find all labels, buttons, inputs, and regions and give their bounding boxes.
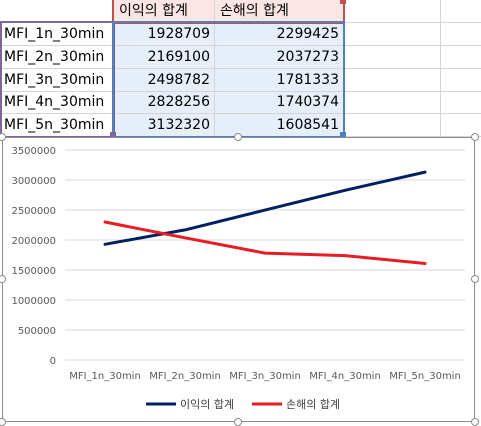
header-cell-profit[interactable]: 이익의 합계: [114, 0, 214, 22]
chart-resize-handle[interactable]: [0, 275, 6, 283]
row-divider: [0, 113, 481, 114]
y-tick-label: 3000000: [11, 176, 56, 187]
row-label-cell[interactable]: MFI_5n_30min: [0, 114, 113, 136]
y-tick-label: 1500000: [11, 266, 56, 277]
chart-resize-handle[interactable]: [471, 275, 479, 283]
profit-value-cell[interactable]: 2828256: [114, 92, 214, 113]
x-tick-label: MFI_2n_30min: [149, 371, 221, 382]
column-divider: [214, 0, 215, 140]
row-divider: [0, 45, 481, 46]
column-divider: [343, 0, 344, 140]
loss-value-cell[interactable]: 2299425: [215, 23, 343, 45]
legend-label[interactable]: 손해의 합계: [286, 397, 340, 411]
data-point: [264, 209, 266, 211]
row-label-cell[interactable]: MFI_2n_30min: [0, 46, 113, 68]
legend-label[interactable]: 이익의 합계: [180, 398, 234, 411]
profit-value-cell[interactable]: 3132320: [114, 114, 214, 136]
data-point: [344, 189, 346, 191]
x-tick-label: MFI_3n_30min: [229, 371, 301, 382]
row-divider: [0, 91, 481, 92]
data-point: [264, 252, 266, 254]
row-label-cell[interactable]: MFI_3n_30min: [0, 69, 113, 91]
y-tick-label: 1000000: [11, 296, 56, 307]
profit-value-cell[interactable]: 2498782: [114, 69, 214, 91]
chart-resize-handle[interactable]: [234, 133, 242, 141]
series-line-1[interactable]: [103, 170, 427, 246]
data-point: [104, 243, 106, 245]
x-tick-label: MFI_5n_30min: [389, 371, 461, 382]
data-point: [424, 171, 426, 173]
chart-plot-svg: 0 500000 1000000 1500000 2000000 2500000 30000…: [11, 146, 465, 411]
data-point: [184, 229, 186, 231]
loss-value-cell[interactable]: 1781333: [215, 69, 343, 91]
line-chart[interactable]: 0 500000 1000000 1500000 2000000 2500000 30000…: [2, 137, 475, 422]
data-point: [424, 262, 426, 264]
row-label-cell[interactable]: MFI_1n_30min: [0, 23, 113, 45]
spreadsheet-grid[interactable]: 이익의 합계 손해의 합계 MFI_1n_30min 1928709 22994…: [0, 0, 481, 140]
loss-value-cell[interactable]: 2037273: [215, 46, 343, 68]
y-tick-label: 2000000: [11, 236, 56, 247]
y-tick-label: 3500000: [11, 146, 56, 157]
profit-value-cell[interactable]: 2169100: [114, 46, 214, 68]
data-point: [184, 237, 186, 239]
chart-resize-handle[interactable]: [0, 133, 6, 141]
series-line-2[interactable]: [103, 220, 427, 265]
y-tick-label: 0: [50, 356, 56, 367]
chart-resize-handle[interactable]: [471, 133, 479, 141]
data-point: [344, 254, 346, 256]
data-point: [104, 221, 106, 223]
y-tick-label: 500000: [18, 326, 56, 337]
y-tick-label: 2500000: [11, 206, 56, 217]
x-tick-label: MFI_4n_30min: [309, 371, 381, 382]
row-divider: [0, 68, 481, 69]
column-divider: [440, 0, 441, 140]
loss-value-cell[interactable]: 1608541: [215, 114, 343, 136]
profit-value-cell[interactable]: 1928709: [114, 23, 214, 45]
x-tick-label: MFI_1n_30min: [69, 371, 141, 382]
row-label-cell[interactable]: MFI_4n_30min: [0, 92, 113, 113]
header-cell-loss[interactable]: 손해의 합계: [215, 0, 343, 22]
loss-value-cell[interactable]: 1740374: [215, 92, 343, 113]
